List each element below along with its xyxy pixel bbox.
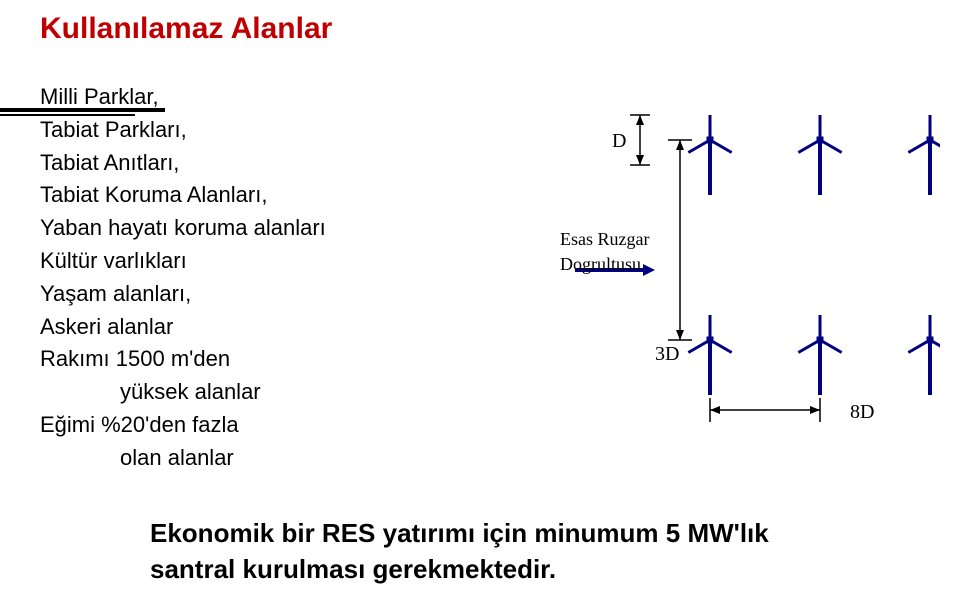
turbine-spacing-diagram: D Esas Ruzgar Dogrultusu 3D 8D — [500, 70, 940, 450]
svg-text:D: D — [612, 130, 626, 152]
footer-text: Ekonomik bir RES yatırımı için minumum 5… — [150, 515, 810, 588]
bullet-item: Tabiat Anıtları, — [40, 148, 460, 179]
bullet-item: Tabiat Koruma Alanları, — [40, 180, 460, 211]
bullet-item: Kültür varlıkları — [40, 246, 460, 277]
bullet-item: Yaban hayatı koruma alanları — [40, 213, 460, 244]
bullet-item: Askeri alanlar — [40, 312, 460, 343]
bullet-item-indent: olan alanlar — [40, 443, 460, 474]
footer-line-1: Ekonomik bir RES yatırımı için minumum 5… — [150, 518, 769, 548]
bullet-list: Milli Parklar, Tabiat Parkları, Tabiat A… — [40, 80, 460, 476]
bullet-item: Rakımı 1500 m'den — [40, 344, 460, 375]
footer-line-2: santral kurulması gerekmektedir. — [150, 554, 556, 584]
page-title: Kullanılamaz Alanlar — [40, 12, 332, 46]
bullet-item: Yaşam alanları, — [40, 279, 460, 310]
bullet-item: Eğimi %20'den fazla — [40, 410, 460, 441]
bullet-item: Milli Parklar, — [40, 82, 460, 113]
bullet-item: Tabiat Parkları, — [40, 115, 460, 146]
svg-text:Dogrultusu: Dogrultusu — [560, 254, 641, 274]
diagram-svg: D Esas Ruzgar Dogrultusu 3D 8D — [500, 70, 940, 450]
svg-text:3D: 3D — [655, 343, 679, 365]
svg-text:8D: 8D — [850, 401, 874, 423]
bullet-item-indent: yüksek alanlar — [40, 377, 460, 408]
svg-text:Esas Ruzgar: Esas Ruzgar — [560, 229, 649, 249]
